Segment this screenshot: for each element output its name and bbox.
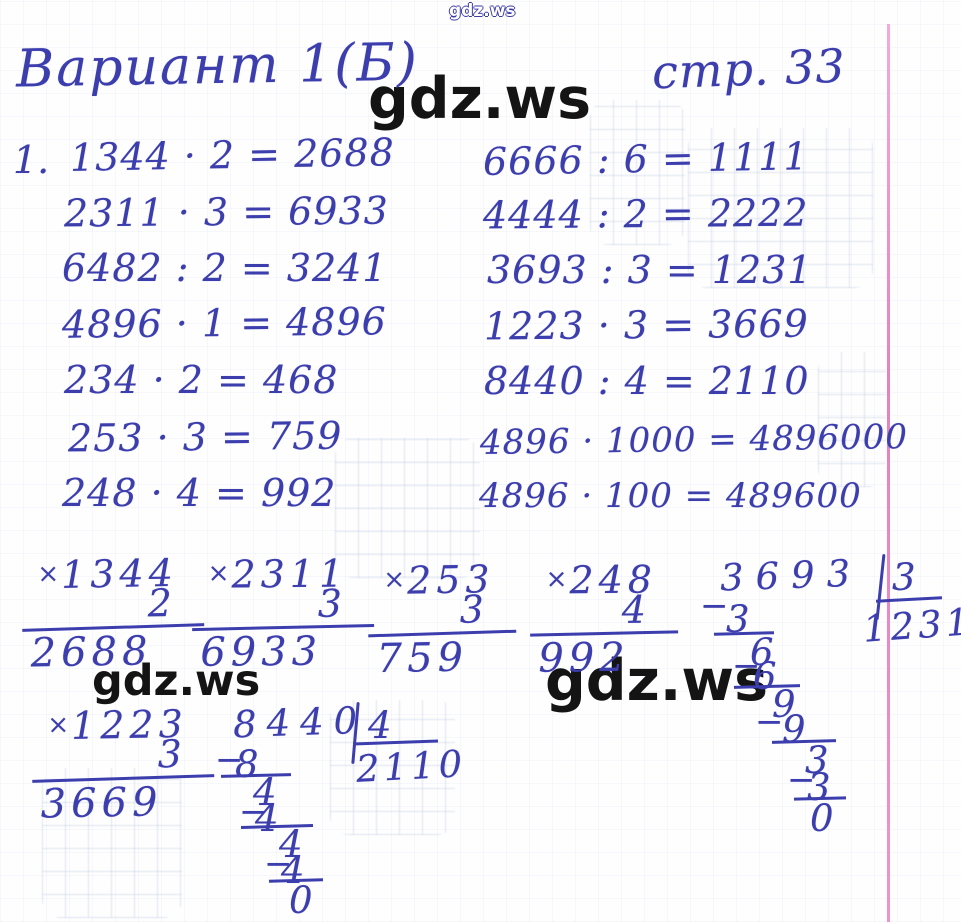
- division-step: 8: [235, 743, 259, 786]
- equation-right-5: 8440 : 4 = 2110: [484, 359, 810, 403]
- divisor: 4: [368, 704, 392, 747]
- equation-left-4: 4896 · 1 = 4896: [61, 299, 388, 347]
- division-step: 9: [782, 708, 806, 751]
- minus-sign: −: [239, 792, 268, 832]
- watermark-gdz-top-small: gdz.ws: [449, 1, 516, 21]
- equation-left-6: 253 · 3 = 759: [67, 413, 343, 461]
- long-division-8440by4: − 8440 4 2110 8 4 − 4 4 − 4 0: [213, 698, 467, 922]
- column-multiplication-248x4: ×248 4 992: [530, 557, 679, 682]
- column-multiplication-253x3: ×253 3 759: [368, 557, 517, 682]
- watermark-gdz-mid-right: gdz.ws: [545, 648, 769, 714]
- equation-right-4: 1223 · 3 = 3669: [483, 301, 810, 349]
- page-number-note: стр. 33: [651, 38, 847, 100]
- division-step: 9: [772, 683, 796, 726]
- margin-line: [887, 24, 890, 922]
- division-step: 0: [289, 879, 313, 922]
- watermark-gdz-mid-left: gdz.ws: [92, 656, 261, 706]
- equation-left-1: 1344 · 2 = 2688: [69, 130, 396, 180]
- product: 6933: [200, 628, 323, 676]
- divisor-underline: [875, 596, 943, 603]
- equation-left-5: 234 · 2 = 468: [64, 358, 339, 402]
- equation-right-7: 4896 · 100 = 489600: [479, 476, 862, 516]
- division-step: 3: [805, 739, 829, 782]
- equation-left-7: 248 · 4 = 992: [62, 471, 337, 515]
- product: 3669: [40, 779, 163, 828]
- minus-sign: −: [732, 646, 761, 686]
- multiply-sign: ×: [37, 558, 60, 590]
- product: 2688: [30, 628, 153, 677]
- column-multiplication-2311x3: ×2311 3 6933: [192, 551, 375, 676]
- product: 992: [538, 634, 630, 682]
- dividend: 3693: [719, 551, 863, 600]
- column-multiplication-1223x3: ×1223 3 3669: [32, 702, 215, 827]
- long-division-3693by3: − 3693 3 1231 3 6 − 6 9 − 9 3 − 3 0: [698, 551, 961, 842]
- column-multiplication-1344x2: ×1344 2 2688: [22, 551, 205, 676]
- division-step: 0: [810, 797, 834, 840]
- equation-right-2: 4444 : 2 = 2222: [482, 190, 809, 238]
- equation-right-1: 6666 : 6 = 1111: [482, 134, 809, 184]
- watermark-gdz-top-big: gdz.ws: [368, 66, 592, 132]
- division-step: 4: [281, 849, 305, 892]
- minus-sign: −: [215, 740, 244, 780]
- page-title: Вариант 1(Б): [15, 32, 420, 100]
- equation-right-3: 3693 : 3 = 1231: [487, 248, 813, 292]
- division-step: 3: [726, 598, 750, 641]
- multiply-sign: ×: [207, 558, 230, 589]
- equation-left-2: 2311 · 3 = 6933: [63, 188, 390, 236]
- equation-right-6: 4896 · 1000 = 4896000: [479, 417, 909, 463]
- minus-sign: −: [755, 702, 784, 742]
- quotient: 1231: [861, 600, 961, 651]
- division-step: 4: [255, 797, 279, 840]
- divisor: 3: [892, 556, 916, 599]
- division-step: 4: [253, 771, 277, 814]
- multiply-sign: ×: [47, 709, 70, 741]
- multiply-sign: ×: [383, 564, 406, 596]
- minus-sign: −: [700, 586, 729, 626]
- division-step: 6: [753, 655, 777, 698]
- minus-sign: −: [787, 760, 816, 800]
- product: 759: [376, 634, 469, 683]
- quotient: 2110: [354, 742, 468, 791]
- multiply-sign: ×: [545, 564, 568, 595]
- division-step: 6: [750, 631, 774, 674]
- minus-sign: −: [264, 844, 293, 884]
- equation-left-3: 6482 : 2 = 3241: [62, 246, 388, 290]
- dividend: 8440: [232, 698, 368, 747]
- task-number: 1.: [13, 138, 50, 182]
- division-step: 3: [807, 766, 831, 809]
- division-step: 4: [279, 823, 303, 866]
